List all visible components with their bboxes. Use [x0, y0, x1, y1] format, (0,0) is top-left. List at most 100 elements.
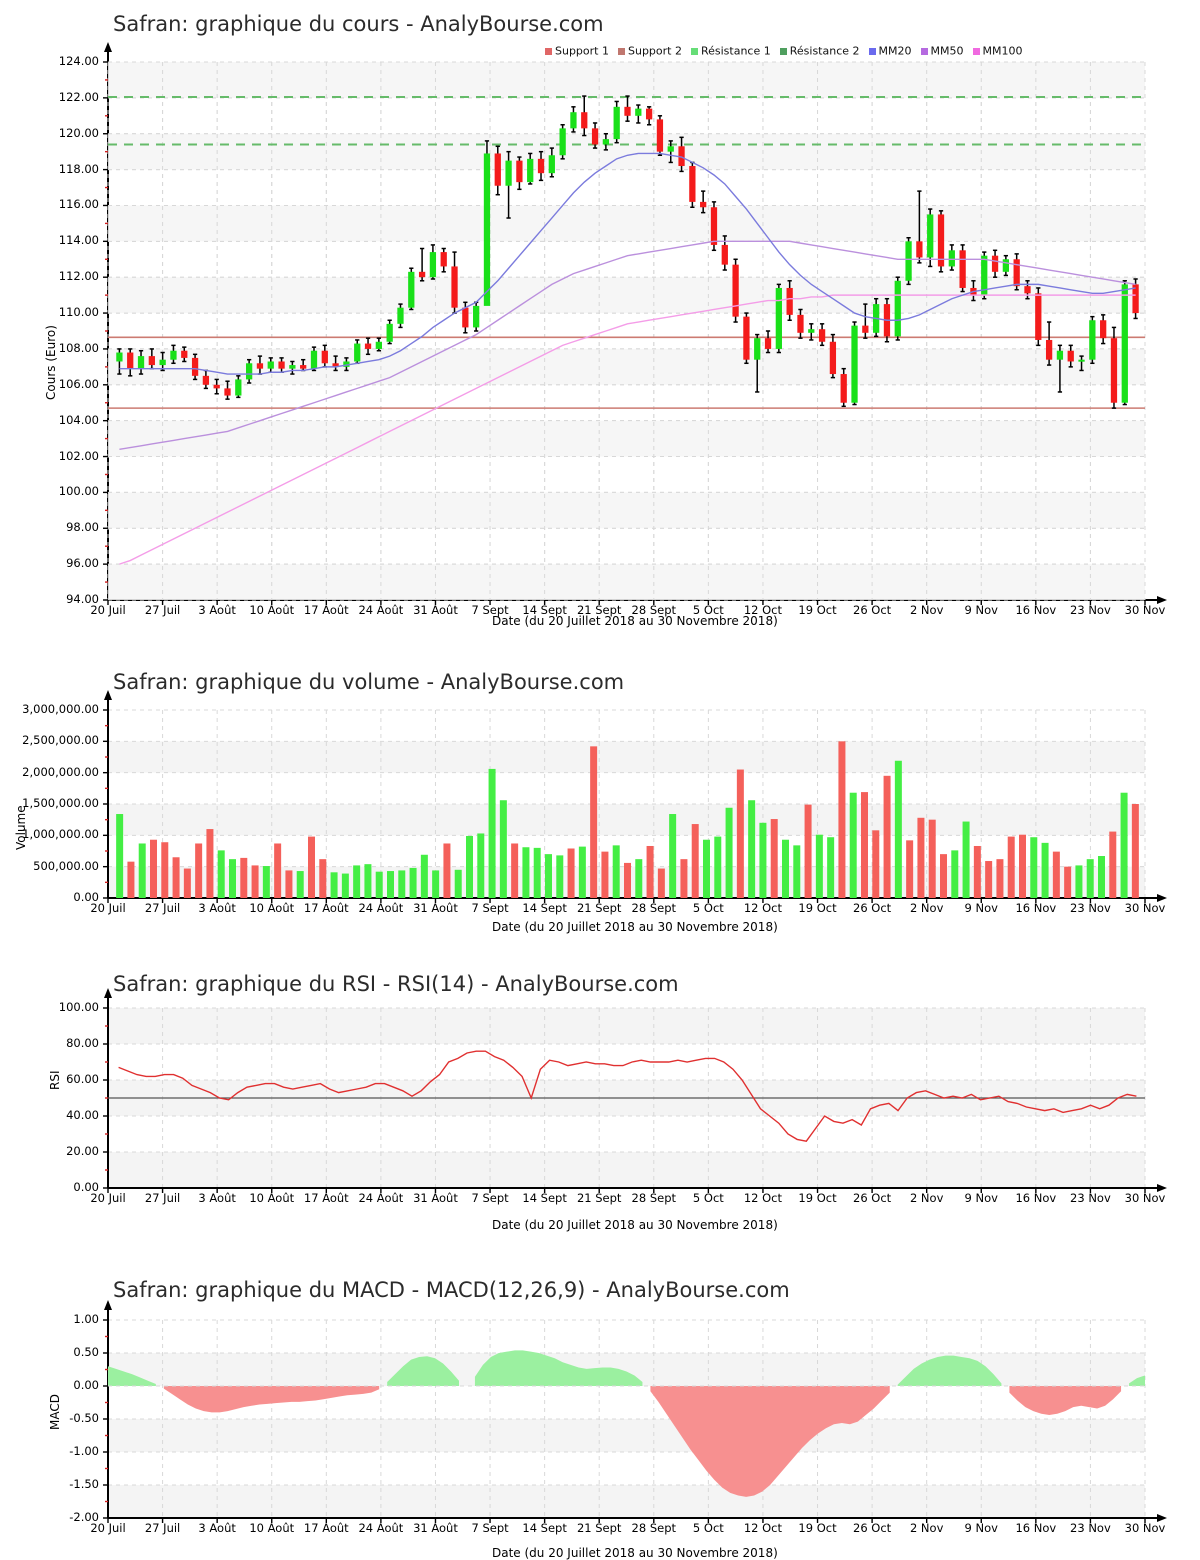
rsi-x-axis-label: Date (du 20 Juillet 2018 au 30 Novembre … — [492, 1218, 778, 1232]
x-tick-label: 9 Nov — [964, 603, 998, 617]
x-tick-label: 16 Nov — [1015, 603, 1057, 617]
legend-label: Support 1 — [555, 44, 609, 58]
x-tick-label: 17 Août — [303, 901, 349, 915]
x-tick-label: 2 Nov — [909, 901, 944, 915]
y-tick-label: 40.00 — [66, 1108, 99, 1122]
x-tick-label: 30 Nov — [1124, 901, 1166, 915]
x-tick-label: 10 Août — [249, 603, 295, 617]
y-tick-label: 1,500,000.00 — [22, 796, 99, 810]
x-tick-label: 20 Juil — [90, 1191, 126, 1205]
legend-swatch-icon — [779, 47, 787, 55]
x-tick-label: 23 Nov — [1070, 603, 1111, 617]
price-chart-canvas — [103, 42, 1167, 605]
x-tick-label: 3 Août — [198, 603, 236, 617]
legend-swatch-icon — [617, 47, 625, 55]
legend-item: Support 2 — [617, 44, 682, 58]
volume-x-axis-label: Date (du 20 Juillet 2018 au 30 Novembre … — [492, 920, 778, 934]
y-tick-label: 96.00 — [66, 556, 99, 571]
x-tick-label: 27 Juil — [144, 901, 181, 915]
x-tick-label: 31 Août — [413, 1191, 458, 1205]
y-tick-label: -2.00 — [69, 1510, 99, 1524]
y-tick-label: 94.00 — [66, 592, 99, 606]
y-tick-label: 80.00 — [66, 1036, 99, 1050]
x-tick-label: 10 Août — [249, 1521, 295, 1535]
x-tick-label: 28 Sept — [631, 603, 677, 617]
y-tick-label: 2,500,000.00 — [22, 733, 99, 748]
y-tick-label: 1,000,000.00 — [22, 827, 99, 842]
x-tick-label: 19 Oct — [798, 603, 837, 617]
x-tick-label: 28 Sept — [631, 1521, 677, 1535]
legend-label: Résistance 1 — [700, 44, 771, 58]
x-tick-label: 5 Oct — [692, 603, 724, 617]
rsi-chart-title: Safran: graphique du RSI - RSI(14) - Ana… — [113, 972, 679, 996]
legend-item: MM20 — [868, 44, 912, 58]
x-tick-label: 14 Sept — [522, 901, 567, 915]
macd-chart-panel: Safran: graphique du MACD - MACD(12,26,9… — [0, 1250, 1200, 1560]
y-tick-label: 114.00 — [58, 233, 99, 248]
x-tick-label: 2 Nov — [909, 1521, 944, 1535]
x-tick-label: 10 Août — [249, 1191, 295, 1205]
x-tick-label: 23 Nov — [1070, 1521, 1111, 1535]
y-tick-label: 100.00 — [58, 484, 99, 499]
x-tick-label: 20 Juil — [90, 901, 126, 915]
legend-label: MM50 — [930, 44, 964, 58]
legend-label: Résistance 2 — [789, 44, 860, 58]
y-tick-label: -0.50 — [69, 1411, 99, 1425]
volume-chart-title: Safran: graphique du volume - AnalyBours… — [113, 670, 625, 694]
y-tick-label: 60.00 — [66, 1072, 99, 1086]
x-tick-label: 20 Juil — [90, 603, 126, 617]
x-tick-label: 12 Oct — [743, 901, 783, 915]
legend-item: MM50 — [920, 44, 964, 58]
y-tick-label: 106.00 — [58, 376, 99, 391]
y-tick-label: 112.00 — [58, 269, 99, 284]
y-tick-label: 118.00 — [58, 161, 99, 176]
legend-swatch-icon — [920, 47, 928, 55]
x-tick-label: 26 Oct — [853, 603, 892, 617]
price-chart-panel: Safran: graphique du cours - AnalyBourse… — [0, 0, 1200, 650]
legend-swatch-icon — [972, 47, 980, 55]
x-tick-label: 24 Août — [358, 1191, 404, 1205]
rsi-chart-panel: Safran: graphique du RSI - RSI(14) - Ana… — [0, 960, 1200, 1250]
x-tick-label: 31 Août — [413, 901, 458, 915]
x-tick-label: 19 Oct — [798, 901, 837, 915]
x-tick-label: 28 Sept — [631, 1191, 677, 1205]
legend-swatch-icon — [868, 47, 876, 55]
y-tick-label: 0.00 — [73, 890, 99, 904]
x-tick-label: 12 Oct — [743, 1521, 783, 1535]
y-tick-label: 3,000,000.00 — [22, 702, 99, 716]
legend-item: Résistance 2 — [779, 44, 860, 58]
x-tick-label: 21 Sept — [576, 901, 622, 915]
price-x-axis-label: Date (du 20 Juillet 2018 au 30 Novembre … — [492, 614, 778, 628]
x-tick-label: 3 Août — [198, 901, 236, 915]
x-tick-label: 17 Août — [303, 1521, 349, 1535]
y-tick-label: 100.00 — [58, 1000, 99, 1014]
x-tick-label: 19 Oct — [798, 1191, 837, 1205]
x-tick-label: 12 Oct — [743, 603, 783, 617]
legend-item: MM100 — [972, 44, 1022, 58]
x-tick-label: 7 Sept — [471, 901, 509, 915]
x-tick-label: 27 Juil — [144, 1521, 181, 1535]
x-tick-label: 16 Nov — [1015, 901, 1057, 915]
y-tick-label: 500,000.00 — [33, 858, 99, 873]
x-tick-label: 14 Sept — [522, 603, 567, 617]
y-tick-label: 124.00 — [58, 54, 99, 68]
x-tick-label: 26 Oct — [853, 1191, 892, 1205]
x-tick-label: 24 Août — [358, 1521, 404, 1535]
y-tick-label: 102.00 — [58, 448, 99, 463]
x-tick-label: 23 Nov — [1070, 901, 1111, 915]
x-tick-label: 12 Oct — [743, 1191, 783, 1205]
legend-item: Support 1 — [545, 44, 609, 58]
legend-swatch-icon — [690, 47, 698, 55]
x-tick-label: 5 Oct — [692, 1521, 724, 1535]
x-tick-label: 9 Nov — [964, 1191, 998, 1205]
x-tick-label: 21 Sept — [576, 1191, 622, 1205]
x-tick-label: 27 Juil — [144, 603, 181, 617]
x-tick-label: 17 Août — [303, 603, 349, 617]
x-tick-label: 3 Août — [198, 1191, 236, 1205]
x-tick-label: 31 Août — [413, 603, 458, 617]
macd-chart-canvas — [103, 1300, 1167, 1523]
y-tick-label: 0.50 — [73, 1345, 99, 1359]
x-tick-label: 14 Sept — [522, 1191, 567, 1205]
x-tick-label: 10 Août — [249, 901, 295, 915]
x-tick-label: 28 Sept — [631, 901, 677, 915]
